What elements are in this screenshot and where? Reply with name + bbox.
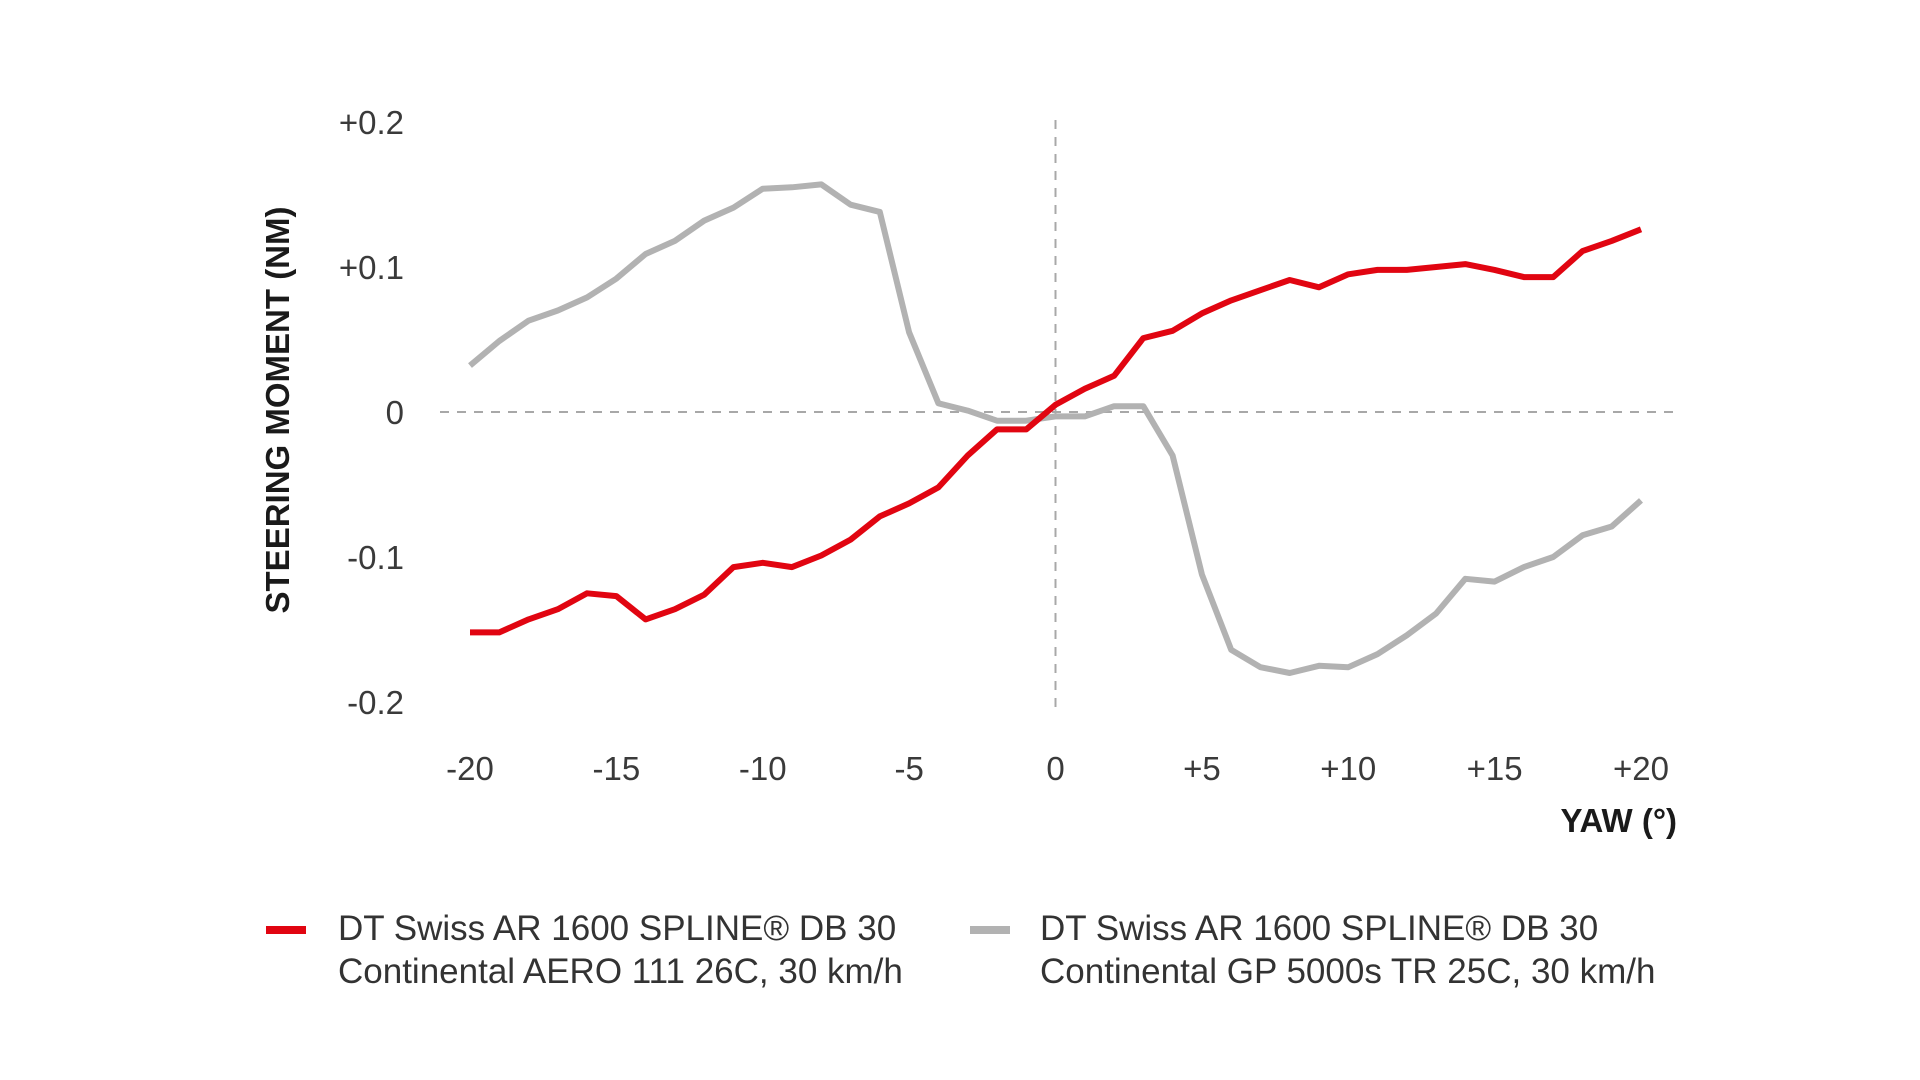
series-line-gp-5000s: [468, 181, 1643, 676]
x-tick-label: +15: [1467, 750, 1523, 787]
x-tick-label: 0: [1046, 750, 1064, 787]
x-tick-label: -5: [894, 750, 923, 787]
x-tick-label: +10: [1320, 750, 1376, 787]
legend-label-red-line2: Continental AERO 111 26C, 30 km/h: [338, 952, 903, 991]
y-tick-label: -0.2: [347, 684, 404, 721]
y-axis-title: STEERING MOMENT (NM): [259, 207, 296, 614]
legend: DT Swiss AR 1600 SPLINE® DB 30 Continent…: [266, 909, 1655, 991]
series-layer: [468, 181, 1643, 676]
legend-label-gray-line2: Continental GP 5000s TR 25C, 30 km/h: [1040, 952, 1655, 991]
y-tick-label: 0: [386, 394, 404, 431]
x-tick-label: -10: [739, 750, 787, 787]
x-tick-label: +20: [1613, 750, 1669, 787]
series-line-aero-111: [470, 226, 1643, 636]
x-tick-label: +5: [1183, 750, 1221, 787]
legend-label-gray-line1: DT Swiss AR 1600 SPLINE® DB 30: [1040, 909, 1598, 948]
x-tick-label: -15: [593, 750, 641, 787]
x-tick-label: -20: [446, 750, 494, 787]
x-axis-title: YAW (°): [1561, 802, 1677, 839]
legend-item-gray: DT Swiss AR 1600 SPLINE® DB 30 Continent…: [970, 909, 1655, 991]
legend-item-red: DT Swiss AR 1600 SPLINE® DB 30 Continent…: [266, 909, 903, 991]
y-axis-ticks: +0.2 +0.1 0 -0.1 -0.2: [339, 104, 404, 721]
legend-label-red-line1: DT Swiss AR 1600 SPLINE® DB 30: [338, 909, 896, 948]
x-axis-ticks: -20 -15 -10 -5 0 +5 +10 +15 +20: [446, 750, 1669, 787]
y-tick-label: -0.1: [347, 539, 404, 576]
y-tick-label: +0.1: [339, 249, 404, 286]
y-tick-label: +0.2: [339, 104, 404, 141]
